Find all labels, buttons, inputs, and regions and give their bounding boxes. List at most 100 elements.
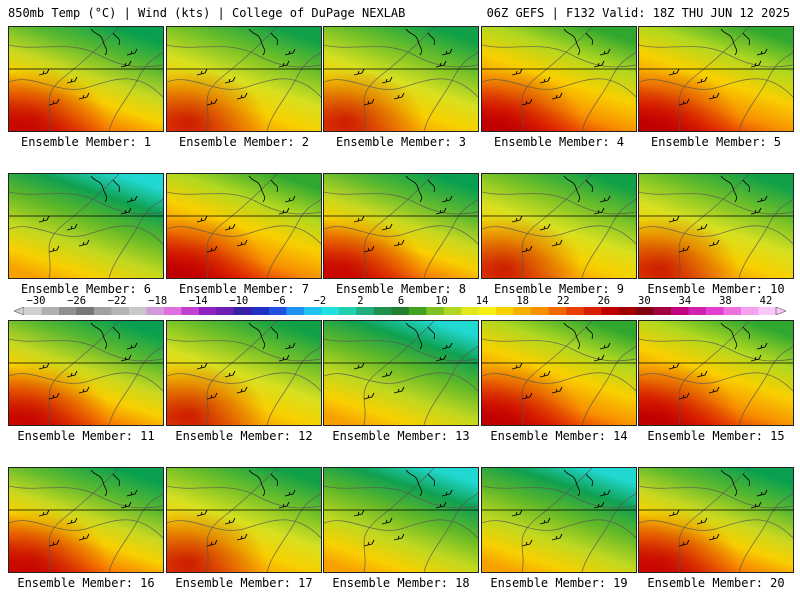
wind-barb	[750, 60, 762, 68]
wind-barb	[668, 509, 680, 517]
wind-barb	[278, 207, 290, 215]
colorbar-arrow-left	[14, 307, 25, 315]
colorbar-tick-label: −26	[67, 295, 87, 307]
height-contour	[167, 372, 321, 392]
wind-barb	[551, 92, 563, 100]
wind-barb	[38, 68, 50, 76]
wind-barb	[126, 489, 138, 497]
height-contour	[9, 372, 163, 392]
colorbar-tick-label: −14	[188, 295, 208, 307]
wind-barb	[278, 60, 290, 68]
wind-barb	[120, 207, 132, 215]
colorbar-tick-label: −10	[229, 295, 249, 307]
coastline	[90, 28, 120, 56]
wind-barb	[236, 239, 248, 247]
temperature-map	[167, 468, 321, 572]
height-contour	[9, 44, 163, 68]
wind-barb	[750, 354, 762, 362]
temperature-map	[324, 27, 478, 131]
member-label: Ensemble Member: 5	[650, 135, 782, 149]
warm-core-shading	[639, 468, 793, 572]
wind-barb	[599, 195, 611, 203]
wind-barb	[551, 533, 563, 541]
height-contour	[639, 78, 793, 98]
warm-core-shading	[482, 174, 636, 278]
temperature-map	[639, 27, 793, 131]
wind-barb	[78, 386, 90, 394]
wind-barb	[696, 517, 708, 525]
member-label: Ensemble Member: 13	[332, 429, 470, 443]
wind-barb	[551, 386, 563, 394]
ensemble-map-panel	[481, 320, 637, 426]
product-title: 850mb Temp (°C) | Wind (kts) | College o…	[8, 6, 406, 20]
height-contour	[108, 198, 163, 278]
wind-barb	[206, 392, 218, 400]
temperature-map	[9, 321, 163, 425]
wind-barb	[539, 223, 551, 231]
wind-barb	[593, 207, 605, 215]
wind-barb	[278, 501, 290, 509]
wind-barb	[196, 509, 208, 517]
colorbar-tick-label: −30	[26, 295, 46, 307]
colorbar-swatch	[601, 307, 619, 315]
colorbar-swatch	[548, 307, 567, 315]
colorbar-swatch	[478, 307, 497, 315]
temperature-map	[9, 27, 163, 131]
ensemble-map-panel	[638, 320, 794, 426]
coastline	[248, 322, 278, 350]
warm-core-shading	[482, 468, 636, 572]
wind-barb	[363, 539, 375, 547]
height-contour	[738, 492, 793, 572]
colorbar-swatch	[566, 307, 584, 315]
wind-barb	[756, 342, 768, 350]
height-contour	[9, 191, 163, 215]
colorbar-tick-label: 14	[475, 295, 489, 307]
warm-core-shading	[482, 321, 636, 425]
temperature-map	[167, 27, 321, 131]
height-contour	[324, 191, 478, 215]
wind-barb	[224, 517, 236, 525]
warm-core-shading	[482, 27, 636, 131]
temperature-map	[639, 174, 793, 278]
wind-barb	[381, 517, 393, 525]
colorbar-tick-label: 38	[719, 295, 732, 307]
colorbar-swatch	[688, 307, 707, 315]
colorbar-tick-label: 34	[678, 295, 692, 307]
wind-barb	[599, 48, 611, 56]
ensemble-map-panel	[323, 173, 479, 279]
wind-barb	[599, 342, 611, 350]
wind-barb	[224, 76, 236, 84]
coastline	[405, 322, 435, 350]
height-contour	[108, 51, 163, 131]
colorbar-swatch	[181, 307, 200, 315]
colorbar-tick-label: 2	[357, 295, 364, 307]
wind-barb	[678, 98, 690, 106]
colorbar-swatch	[198, 307, 217, 315]
height-contour	[9, 519, 163, 539]
coastline	[405, 175, 435, 203]
wind-barb	[435, 60, 447, 68]
colorbar-swatch	[251, 307, 270, 315]
wind-barb	[206, 245, 218, 253]
wind-barb	[696, 76, 708, 84]
wind-barb	[363, 245, 375, 253]
height-contour	[9, 338, 163, 362]
wind-barb	[120, 501, 132, 509]
ensemble-map-panel	[8, 467, 164, 573]
wind-barb	[38, 509, 50, 517]
wind-barb	[678, 539, 690, 547]
ensemble-map-panel	[638, 26, 794, 132]
height-contour	[167, 519, 321, 539]
coastline	[90, 175, 120, 203]
member-label: Ensemble Member: 12	[175, 429, 313, 443]
colorbar-tick-label: −18	[148, 295, 168, 307]
ensemble-map-panel	[638, 467, 794, 573]
colorbar-swatch	[128, 307, 147, 315]
wind-barb	[363, 98, 375, 106]
wind-barb	[708, 533, 720, 541]
colorbar-swatch	[163, 307, 182, 315]
colorbar-tick-label: 18	[516, 295, 529, 307]
colorbar-swatch	[706, 307, 724, 315]
warm-core-shading	[167, 27, 321, 131]
wind-barb	[48, 539, 60, 547]
